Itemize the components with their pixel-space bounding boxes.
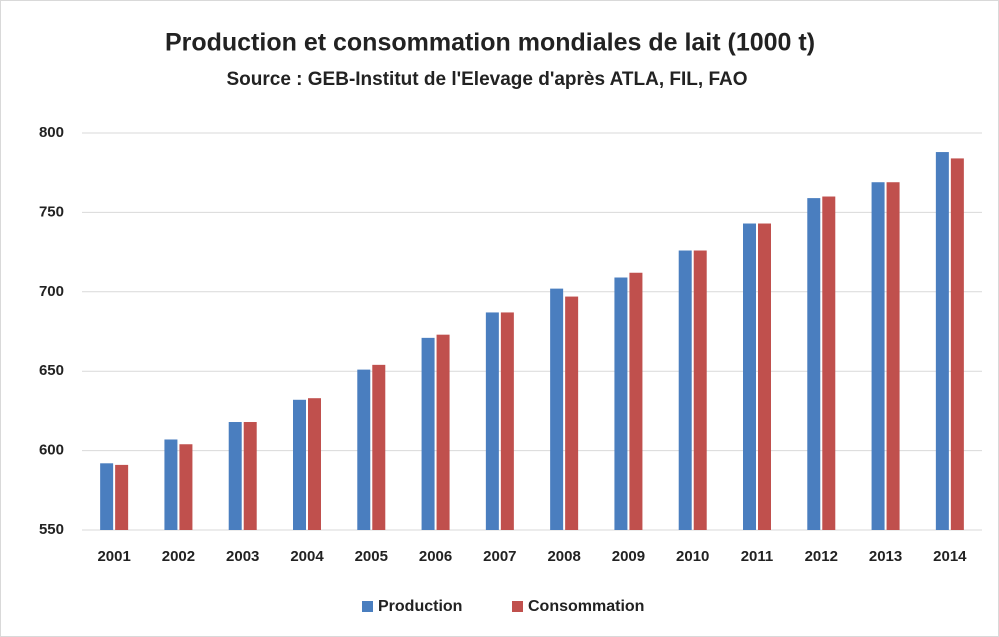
x-tick-label: 2002 bbox=[162, 548, 195, 565]
legend-swatch bbox=[362, 601, 373, 612]
bar bbox=[500, 312, 514, 530]
x-tick-label: 2013 bbox=[869, 548, 902, 565]
y-tick-label: 750 bbox=[39, 203, 64, 220]
y-tick-label: 550 bbox=[39, 521, 64, 538]
y-tick-label: 600 bbox=[39, 442, 64, 459]
bar bbox=[950, 158, 964, 530]
x-tick-label: 2008 bbox=[547, 548, 580, 565]
bar bbox=[565, 296, 579, 530]
bar bbox=[436, 334, 450, 530]
bar bbox=[115, 464, 129, 530]
bar bbox=[164, 439, 178, 530]
bar bbox=[293, 399, 306, 530]
x-tick-label: 2009 bbox=[612, 548, 645, 565]
bar bbox=[822, 196, 836, 530]
legend-label: Consommation bbox=[528, 598, 644, 615]
x-tick-label: 2014 bbox=[933, 548, 967, 565]
y-tick-label: 650 bbox=[39, 362, 64, 379]
y-tick-label: 800 bbox=[39, 124, 64, 141]
bar bbox=[243, 422, 257, 530]
bar bbox=[614, 277, 628, 530]
x-tick-label: 2003 bbox=[226, 548, 259, 565]
legend-swatch bbox=[512, 601, 523, 612]
bar bbox=[485, 312, 499, 530]
y-tick-label: 700 bbox=[39, 283, 64, 300]
bar bbox=[550, 288, 564, 530]
x-tick-label: 2011 bbox=[741, 548, 774, 565]
x-tick-label: 2007 bbox=[483, 548, 516, 565]
bar bbox=[807, 198, 821, 530]
bar bbox=[357, 369, 371, 530]
bar bbox=[935, 152, 949, 530]
bar bbox=[179, 444, 193, 530]
bar bbox=[871, 182, 885, 530]
bar bbox=[372, 364, 386, 530]
bar bbox=[886, 182, 900, 530]
bar bbox=[743, 223, 756, 531]
bar bbox=[678, 250, 692, 530]
bar bbox=[693, 250, 707, 530]
x-tick-label: 2005 bbox=[355, 548, 388, 565]
bar bbox=[629, 272, 643, 530]
chart-subtitle: Source : GEB-Institut de l'Elevage d'apr… bbox=[226, 69, 747, 90]
chart-title: Production et consommation mondiales de … bbox=[165, 29, 815, 57]
bar bbox=[758, 223, 771, 531]
x-tick-label: 2012 bbox=[805, 548, 838, 565]
legend-label: Production bbox=[378, 598, 462, 615]
bar bbox=[421, 337, 435, 530]
x-tick-label: 2010 bbox=[676, 548, 709, 565]
x-tick-label: 2006 bbox=[419, 548, 452, 565]
x-tick-label: 2004 bbox=[290, 548, 324, 565]
bar bbox=[100, 463, 114, 530]
bar bbox=[308, 398, 321, 530]
bar bbox=[228, 422, 242, 530]
x-tick-label: 2001 bbox=[97, 548, 130, 565]
